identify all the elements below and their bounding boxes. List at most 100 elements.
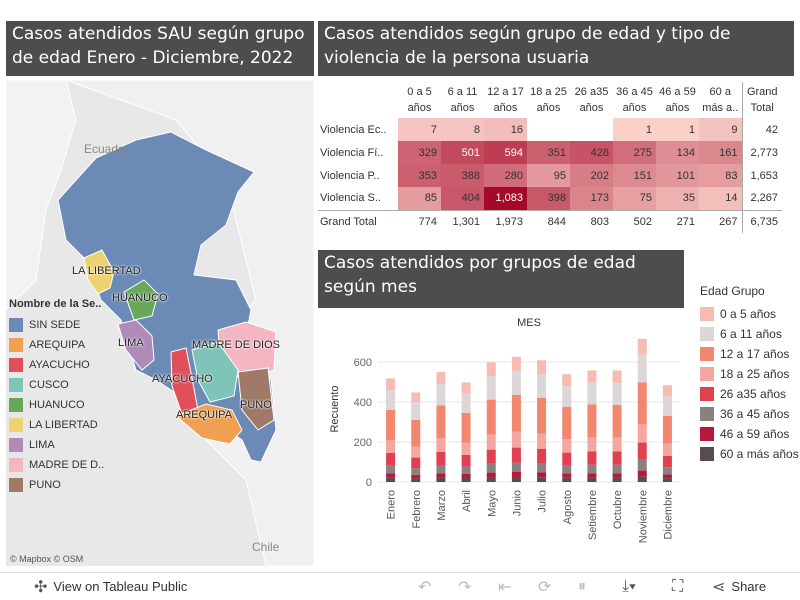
bar-segment[interactable] — [562, 386, 572, 407]
map-legend-item[interactable]: CUSCO — [9, 375, 119, 395]
download-icon[interactable]: ⤓▾ — [622, 577, 636, 595]
bar-segment[interactable] — [662, 474, 672, 479]
table-cell[interactable]: 353 — [398, 164, 441, 187]
bar-segment[interactable] — [662, 443, 672, 456]
bar-segment[interactable] — [612, 477, 622, 482]
bar-segment[interactable] — [411, 446, 421, 458]
bar-segment[interactable] — [411, 478, 421, 482]
bar-segment[interactable] — [436, 477, 446, 482]
undo-icon[interactable]: ↶ — [418, 578, 432, 596]
bar-segment[interactable] — [486, 362, 496, 376]
column-header[interactable]: 36 a 45 años — [616, 86, 653, 114]
table-cell[interactable]: 16 — [484, 118, 527, 141]
bar-segment[interactable] — [411, 468, 421, 475]
table-cell[interactable]: 173 — [570, 187, 613, 210]
bar-legend-item[interactable]: 12 a 17 años — [700, 344, 796, 364]
bar-segment[interactable] — [612, 370, 622, 384]
bar-segment[interactable] — [562, 374, 572, 387]
bar-segment[interactable] — [511, 462, 521, 472]
table-cell[interactable]: 161 — [699, 141, 742, 164]
bar-segment[interactable] — [612, 464, 622, 474]
bar-segment[interactable] — [537, 360, 547, 375]
bar-segment[interactable] — [386, 410, 396, 440]
bar-segment[interactable] — [537, 397, 547, 434]
bar-segment[interactable] — [562, 452, 572, 466]
bar-segment[interactable] — [537, 374, 547, 398]
bar-segment[interactable] — [562, 465, 572, 474]
bar-segment[interactable] — [537, 463, 547, 473]
redo-icon[interactable]: ↷ — [458, 578, 472, 596]
table-cell[interactable]: 83 — [699, 164, 742, 187]
bar-segment[interactable] — [612, 404, 622, 438]
bar-segment[interactable] — [486, 477, 496, 482]
bar-segment[interactable] — [411, 474, 421, 479]
column-header[interactable]: 6 a 11 años — [447, 86, 478, 114]
column-header[interactable]: 0 a 5 años — [407, 86, 432, 114]
table-cell[interactable]: 14 — [699, 187, 742, 210]
bar-segment[interactable] — [562, 473, 572, 478]
bar-segment[interactable] — [662, 416, 672, 444]
table-cell[interactable]: 101 — [656, 164, 699, 187]
bar-segment[interactable] — [587, 404, 597, 438]
bar-segment[interactable] — [386, 440, 396, 453]
map-legend-item[interactable]: HUANUCO — [9, 395, 119, 415]
bar-legend-item[interactable]: 26 a35 años — [700, 384, 796, 404]
bar-segment[interactable] — [386, 378, 396, 390]
bar-segment[interactable] — [637, 459, 647, 471]
table-cell[interactable]: 594 — [484, 141, 527, 164]
bar-segment[interactable] — [411, 419, 421, 447]
bar-segment[interactable] — [562, 477, 572, 482]
bar-segment[interactable] — [637, 442, 647, 460]
table-cell[interactable]: 501 — [441, 141, 484, 164]
row-header[interactable]: Violencia S.. — [320, 192, 381, 205]
bar-segment[interactable] — [612, 383, 622, 405]
column-header[interactable]: 12 a 17 años — [487, 86, 524, 114]
bar-segment[interactable] — [537, 472, 547, 478]
bar-segment[interactable] — [537, 449, 547, 464]
bar-segment[interactable] — [461, 478, 471, 482]
table-cell[interactable]: 275 — [613, 141, 656, 164]
bar-legend-item[interactable]: 36 a 45 años — [700, 404, 796, 424]
table-cell[interactable]: 280 — [484, 164, 527, 187]
bar-segment[interactable] — [662, 478, 672, 482]
table-cell[interactable]: 35 — [656, 187, 699, 210]
bar-segment[interactable] — [562, 407, 572, 439]
bar-segment[interactable] — [587, 451, 597, 465]
map-legend-item[interactable]: LIMA — [9, 435, 119, 455]
pause-icon[interactable]: ⏸ — [578, 577, 587, 595]
row-header[interactable]: Violencia P.. — [320, 169, 380, 182]
map-legend-item[interactable]: AREQUIPA — [9, 335, 119, 355]
bar-segment[interactable] — [511, 431, 521, 448]
table-cell[interactable]: 95 — [527, 164, 570, 187]
bar-segment[interactable] — [461, 474, 471, 478]
bar-segment[interactable] — [511, 370, 521, 395]
bar-segment[interactable] — [511, 477, 521, 482]
table-cell[interactable]: 85 — [398, 187, 441, 210]
bar-legend-item[interactable]: 18 a 25 años — [700, 364, 796, 384]
bar-segment[interactable] — [436, 371, 446, 385]
bar-segment[interactable] — [612, 451, 622, 465]
bar-chart[interactable]: MES 0 200 400 600 Recuento Enero Febrero Marzo Ab… — [318, 310, 690, 570]
bar-segment[interactable] — [637, 470, 647, 477]
table-cell[interactable] — [570, 118, 613, 141]
bar-segment[interactable] — [386, 473, 396, 478]
bar-segment[interactable] — [386, 477, 396, 482]
bar-segment[interactable] — [436, 405, 446, 439]
table-cell[interactable]: 329 — [398, 141, 441, 164]
bar-segment[interactable] — [436, 451, 446, 465]
bar-segment[interactable] — [461, 382, 471, 394]
bar-segment[interactable] — [662, 467, 672, 475]
bar-segment[interactable] — [587, 464, 597, 474]
bar-legend-item[interactable]: 60 a más años — [700, 444, 799, 464]
bar-segment[interactable] — [386, 390, 396, 410]
bar-segment[interactable] — [461, 454, 471, 467]
bar-segment[interactable] — [511, 356, 521, 371]
bar-segment[interactable] — [411, 402, 421, 420]
revert-icon[interactable]: ⇤ — [498, 578, 512, 596]
table-cell[interactable]: 202 — [570, 164, 613, 187]
bar-segment[interactable] — [587, 473, 597, 478]
bar-segment[interactable] — [411, 457, 421, 469]
bar-segment[interactable] — [461, 393, 471, 413]
bar-segment[interactable] — [511, 472, 521, 477]
bar-segment[interactable] — [386, 465, 396, 474]
